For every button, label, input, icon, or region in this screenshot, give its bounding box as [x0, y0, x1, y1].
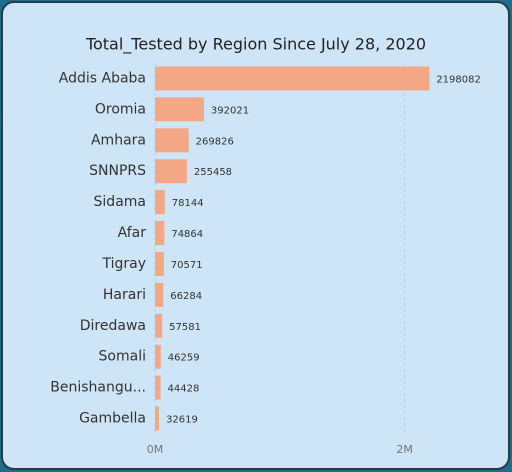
bar [155, 159, 187, 184]
y-tick-label: Somali [99, 349, 146, 365]
bar [155, 344, 161, 369]
y-tick-label: Amhara [91, 132, 146, 148]
y-tick-label: Gambella [79, 411, 146, 427]
bar [155, 190, 165, 215]
bar [155, 128, 189, 153]
value-label: 74864 [171, 229, 203, 240]
y-tick-label: Harari [103, 287, 146, 303]
y-tick-label: Sidama [94, 194, 146, 210]
y-tick-label: Diredawa [80, 318, 146, 334]
bar [155, 282, 164, 307]
value-label: 392021 [211, 105, 249, 116]
chart-title: Total_Tested by Region Since July 28, 20… [85, 35, 426, 55]
value-label: 32619 [166, 415, 198, 426]
value-label: 57581 [169, 322, 201, 333]
value-label: 78144 [172, 198, 204, 209]
y-tick-label: Addis Ababa [59, 70, 146, 86]
bar [155, 375, 161, 400]
bar [155, 406, 160, 431]
value-label: 70571 [171, 260, 203, 271]
x-tick-label: 0M [147, 443, 164, 456]
x-tick-label: 2M [396, 443, 413, 456]
y-tick-label: SNNPRS [89, 163, 146, 179]
bar [155, 221, 165, 246]
value-label: 46259 [168, 353, 200, 364]
value-label: 2198082 [436, 74, 481, 85]
bar [155, 66, 430, 91]
bar [155, 313, 163, 338]
y-tick-label: Tigray [101, 256, 146, 272]
bar [155, 97, 204, 122]
y-tick-label: Benishangu... [50, 380, 146, 396]
value-label: 44428 [168, 384, 200, 395]
value-label: 255458 [194, 167, 232, 178]
bar [155, 251, 164, 276]
y-tick-label: Oromia [95, 101, 146, 117]
value-label: 269826 [196, 136, 234, 147]
value-label: 66284 [170, 291, 202, 302]
y-tick-label: Afar [118, 225, 147, 241]
